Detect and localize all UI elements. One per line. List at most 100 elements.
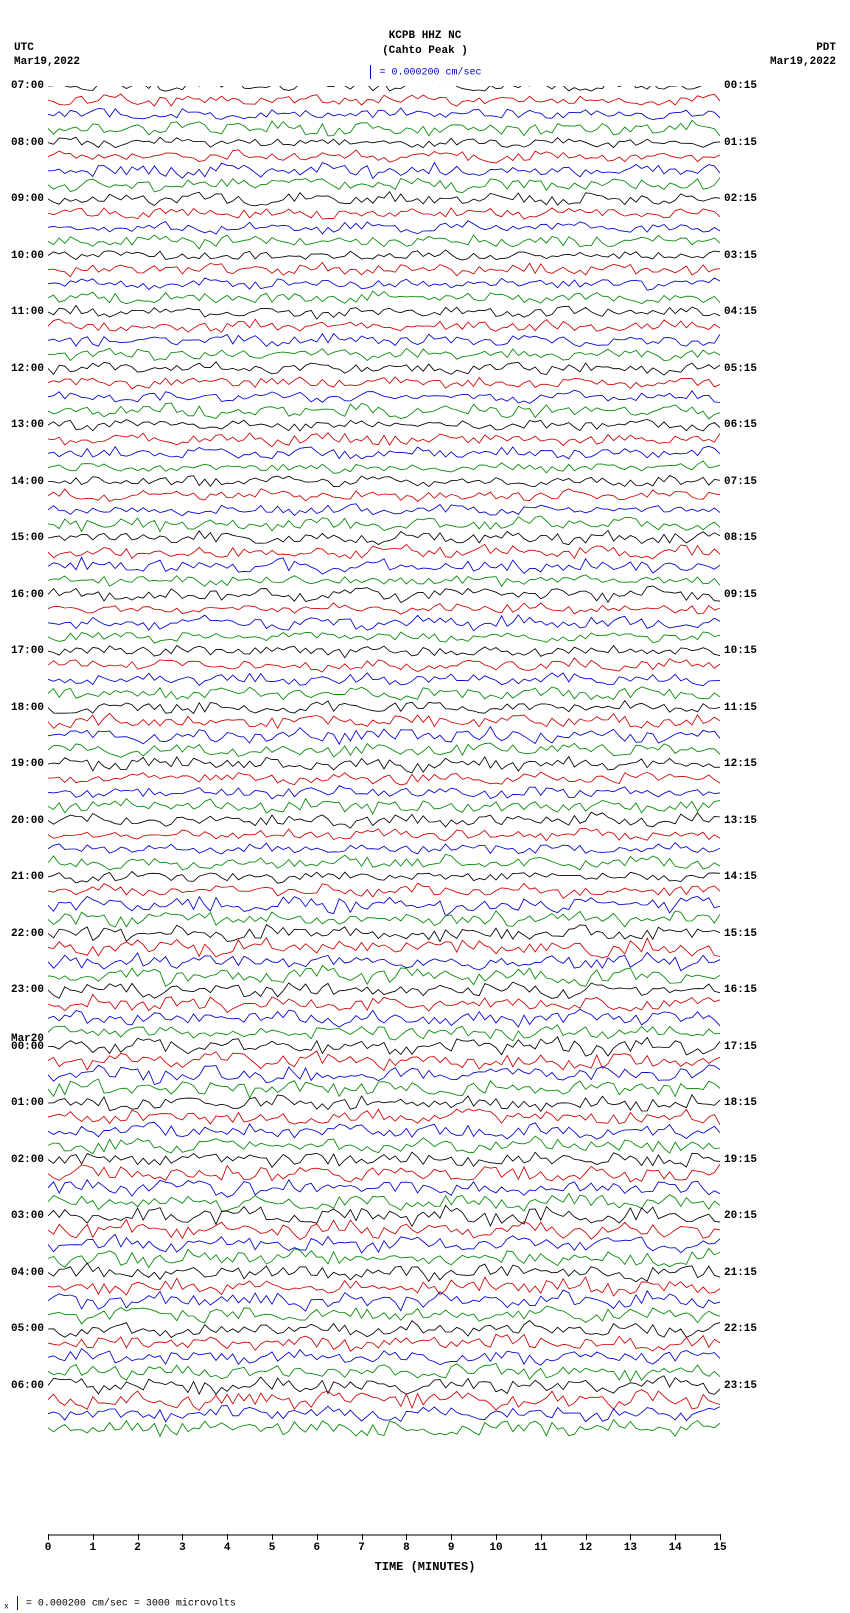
seismic-trace <box>48 291 720 304</box>
seismic-trace <box>48 178 720 193</box>
seismic-trace <box>48 1180 720 1197</box>
x-tick: 2 <box>134 1542 141 1554</box>
seismic-trace <box>48 952 720 970</box>
right-hour-label: 16:15 <box>724 984 757 996</box>
seismic-trace <box>48 883 720 898</box>
seismic-trace <box>48 786 720 799</box>
seismic-trace <box>48 461 720 473</box>
seismic-trace <box>48 925 720 942</box>
right-hour-label: 01:15 <box>724 137 757 149</box>
seismic-trace <box>48 994 720 1012</box>
seismic-trace <box>48 812 720 828</box>
left-hour-label: 23:00 <box>11 984 44 996</box>
right-hour-label: 09:15 <box>724 589 757 601</box>
seismic-trace <box>48 516 720 532</box>
x-tick: 8 <box>403 1542 410 1554</box>
station-subtitle: (Cahto Peak ) <box>0 45 850 57</box>
left-hour-label: 07:00 <box>11 80 44 92</box>
seismogram-container: KCPB HHZ NC (Cahto Peak ) = 0.000200 cm/… <box>0 0 850 1613</box>
left-hour-label: 13:00 <box>11 419 44 431</box>
seismic-trace <box>48 727 720 745</box>
seismic-trace <box>48 1290 720 1311</box>
seismic-trace <box>48 319 720 332</box>
station-title: KCPB HHZ NC <box>0 30 850 42</box>
seismic-trace <box>48 278 720 290</box>
seismic-trace <box>48 1193 720 1211</box>
x-tick: 5 <box>269 1542 276 1554</box>
seismic-trace <box>48 192 720 206</box>
seismic-trace <box>48 1263 720 1282</box>
seismic-trace <box>48 1051 720 1070</box>
timezone-right: PDT <box>816 42 836 54</box>
seismic-trace <box>48 938 720 958</box>
left-hour-label: 20:00 <box>11 815 44 827</box>
right-hour-label: 22:15 <box>724 1323 757 1335</box>
seismic-trace <box>48 701 720 714</box>
x-tick: 0 <box>45 1542 52 1554</box>
seismic-trace <box>48 854 720 870</box>
seismic-trace <box>48 1136 720 1154</box>
seismic-trace <box>48 673 720 686</box>
seismic-trace <box>48 1420 720 1437</box>
left-hour-label: 05:00 <box>11 1323 44 1335</box>
seismic-trace <box>48 250 720 260</box>
right-hour-label: 13:15 <box>724 815 757 827</box>
x-axis-label: TIME (MINUTES) <box>0 1560 850 1574</box>
seismic-trace <box>48 557 720 574</box>
seismic-trace <box>48 1009 720 1027</box>
seismic-trace <box>48 305 720 319</box>
scale-indicator-top: = 0.000200 cm/sec <box>0 65 850 79</box>
right-hour-label: 07:15 <box>724 476 757 488</box>
seismic-trace <box>48 799 720 815</box>
scale-text: = 0.000200 cm/sec <box>379 68 481 79</box>
left-hour-label: 03:00 <box>11 1210 44 1222</box>
x-tick: 14 <box>669 1542 682 1554</box>
left-hour-label: 11:00 <box>11 306 44 318</box>
seismic-trace <box>48 658 720 672</box>
left-hour-label: 22:00 <box>11 928 44 940</box>
seismic-trace <box>48 586 720 603</box>
seismic-trace <box>48 433 720 447</box>
scale-bar-icon <box>17 1596 18 1610</box>
seismic-trace <box>48 1334 720 1351</box>
seismic-trace <box>48 1079 720 1098</box>
seismic-trace <box>48 489 720 502</box>
seismic-trace <box>48 757 720 773</box>
seismic-trace <box>48 1277 720 1296</box>
seismic-trace <box>48 772 720 785</box>
seismic-trace <box>48 446 720 459</box>
seismic-trace <box>48 208 720 219</box>
right-hour-label: 08:15 <box>724 532 757 544</box>
seismic-trace <box>48 982 720 998</box>
seismic-trace <box>48 575 720 586</box>
right-hour-label: 06:15 <box>724 419 757 431</box>
x-tick: 1 <box>89 1542 96 1554</box>
x-tick: 10 <box>489 1542 502 1554</box>
seismic-trace <box>48 1109 720 1125</box>
x-tick: 3 <box>179 1542 186 1554</box>
seismic-trace <box>48 615 720 631</box>
seismic-trace <box>48 1152 720 1167</box>
seismic-trace <box>48 362 720 375</box>
seismic-trace <box>48 603 720 614</box>
seismic-trace <box>48 94 720 106</box>
seismic-trace <box>48 1164 720 1182</box>
x-tick: 4 <box>224 1542 231 1554</box>
seismic-trace <box>48 377 720 389</box>
seismic-trace <box>48 1349 720 1366</box>
seismic-trace <box>48 476 720 487</box>
seismic-trace <box>48 108 720 120</box>
left-hour-label: 21:00 <box>11 871 44 883</box>
seismic-trace <box>48 137 720 147</box>
right-hour-labels: 00:1501:1502:1503:1504:1505:1506:1507:15… <box>722 86 772 1536</box>
left-hour-label: 01:00 <box>11 1097 44 1109</box>
right-hour-label: 17:15 <box>724 1041 757 1053</box>
footer-text: = 0.000200 cm/sec = 3000 microvolts <box>26 1599 236 1610</box>
seismic-trace <box>48 1206 720 1227</box>
seismic-trace <box>48 911 720 927</box>
left-hour-label: 15:00 <box>11 532 44 544</box>
seismic-trace <box>48 334 720 347</box>
seismic-trace <box>48 1248 720 1267</box>
helicorder-plot <box>48 86 720 1536</box>
left-hour-label: 14:00 <box>11 476 44 488</box>
